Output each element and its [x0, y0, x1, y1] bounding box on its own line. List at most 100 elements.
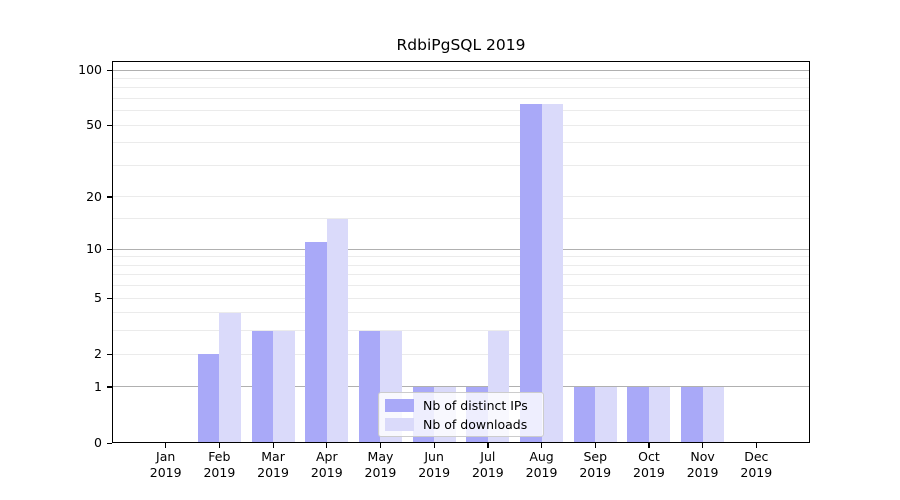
bar-distinct-ips-nov — [681, 386, 703, 443]
legend-swatch-downloads — [385, 417, 414, 431]
x-tick-jul — [487, 443, 489, 448]
x-label-month: Jul — [480, 449, 496, 464]
bar-downloads-sep — [595, 386, 617, 443]
x-label-year: 2019 — [471, 465, 504, 480]
y-tick-label-2: 2 — [94, 346, 102, 362]
y-tick-50 — [107, 124, 112, 126]
gridline-minor-5 — [112, 297, 810, 299]
x-label-month: Sep — [583, 449, 607, 464]
x-label-year: 2019 — [257, 465, 289, 480]
bar-downloads-feb — [219, 312, 241, 443]
x-label-year: 2019 — [579, 465, 612, 480]
x-tick-label-jan: Jan 2019 — [138, 449, 194, 481]
y-tick-label-0: 0 — [94, 435, 102, 450]
x-tick-mar — [272, 443, 274, 448]
x-label-month: Nov — [690, 449, 715, 464]
bar-downloads-aug — [541, 104, 564, 443]
x-label-year: 2019 — [525, 465, 558, 480]
x-label-year: 2019 — [203, 465, 236, 480]
y-tick-label-10: 10 — [86, 241, 102, 257]
gridline-minor-90 — [112, 77, 810, 79]
x-tick-dec — [755, 443, 757, 448]
x-tick-label-nov: Nov 2019 — [675, 449, 731, 481]
x-tick-may — [379, 443, 382, 448]
y-tick-5 — [107, 297, 112, 299]
x-tick-label-jun: Jun 2019 — [406, 449, 462, 481]
gridline-minor-6 — [112, 285, 810, 287]
bar-downloads-apr — [326, 218, 349, 443]
gridline-major-100 — [112, 69, 810, 71]
x-tick-apr — [326, 443, 328, 448]
legend-swatch-distinct-ips — [385, 398, 414, 412]
y-tick-label-1: 1 — [94, 378, 102, 394]
x-tick-label-apr: Apr 2019 — [299, 449, 355, 481]
chart-title: RdbiPgSQL 2019 — [396, 36, 526, 54]
bar-downloads-mar — [273, 330, 295, 443]
gridline-minor-40 — [112, 142, 810, 144]
gridline-minor-20 — [112, 196, 810, 198]
gridline-minor-4 — [112, 312, 810, 314]
y-tick-label-100: 100 — [78, 62, 102, 77]
bar-downloads-oct — [648, 386, 671, 443]
legend: Nb of distinct IPs Nb of downloads — [378, 392, 544, 437]
x-label-month: Apr — [315, 449, 338, 464]
legend-label-distinct-ips: Nb of distinct IPs — [423, 397, 528, 413]
gridline-minor-60 — [112, 110, 810, 112]
gridline-minor-9 — [112, 256, 810, 258]
x-label-month: May — [367, 449, 394, 464]
x-label-month: Oct — [638, 449, 660, 464]
y-tick-2 — [107, 353, 112, 355]
x-tick-label-dec: Dec 2019 — [728, 449, 784, 481]
x-tick-jun — [433, 443, 435, 448]
x-label-year: 2019 — [310, 465, 343, 480]
x-tick-label-oct: Oct 2019 — [621, 449, 677, 481]
x-label-year: 2019 — [740, 465, 773, 480]
y-tick-10 — [107, 248, 112, 250]
x-label-year: 2019 — [686, 465, 719, 480]
gridline-minor-15 — [112, 218, 810, 220]
x-tick-jan — [165, 443, 167, 448]
x-tick-label-mar: Mar 2019 — [245, 449, 301, 481]
y-tick-label-20: 20 — [86, 188, 102, 204]
bar-distinct-ips-feb — [197, 354, 220, 443]
x-tick-label-may: May 2019 — [352, 449, 408, 481]
y-tick-1 — [107, 386, 112, 388]
bar-distinct-ips-mar — [251, 330, 274, 443]
x-label-month: Jun — [424, 449, 444, 464]
x-label-month: Dec — [744, 449, 769, 464]
bar-distinct-ips-sep — [573, 386, 596, 443]
y-tick-100 — [107, 69, 112, 71]
gridline-minor-80 — [112, 87, 810, 89]
bar-downloads-nov — [702, 386, 725, 443]
x-label-month: Aug — [529, 449, 554, 464]
legend-row-distinct-ips: Nb of distinct IPs — [385, 397, 536, 413]
bar-distinct-ips-oct — [627, 386, 649, 443]
legend-row-downloads: Nb of downloads — [385, 416, 536, 432]
y-tick-20 — [107, 196, 112, 198]
x-label-month: Jan — [156, 449, 176, 464]
x-tick-label-aug: Aug 2019 — [514, 449, 570, 481]
gridline-minor-50 — [112, 124, 810, 126]
x-tick-label-feb: Feb 2019 — [191, 449, 247, 481]
bar-distinct-ips-aug — [520, 104, 542, 443]
y-tick-0 — [107, 442, 112, 444]
gridline-major-10 — [112, 248, 810, 250]
x-tick-nov — [702, 443, 704, 448]
x-tick-oct — [648, 443, 650, 448]
gridline-minor-3 — [112, 330, 810, 332]
legend-label-downloads: Nb of downloads — [423, 416, 528, 432]
gridline-major-1 — [112, 386, 810, 388]
x-tick-label-sep: Sep 2019 — [567, 449, 623, 481]
y-tick-label-5: 5 — [94, 290, 102, 306]
x-label-year: 2019 — [633, 465, 665, 480]
y-tick-label-50: 50 — [86, 117, 102, 133]
x-label-month: Mar — [261, 449, 285, 464]
x-label-year: 2019 — [149, 465, 182, 480]
x-tick-feb — [218, 443, 221, 448]
x-tick-label-jul: Jul 2019 — [460, 449, 516, 481]
gridline-minor-30 — [112, 164, 810, 166]
gridline-minor-7 — [112, 274, 810, 276]
bar-distinct-ips-may — [358, 330, 381, 443]
x-tick-sep — [594, 443, 596, 448]
